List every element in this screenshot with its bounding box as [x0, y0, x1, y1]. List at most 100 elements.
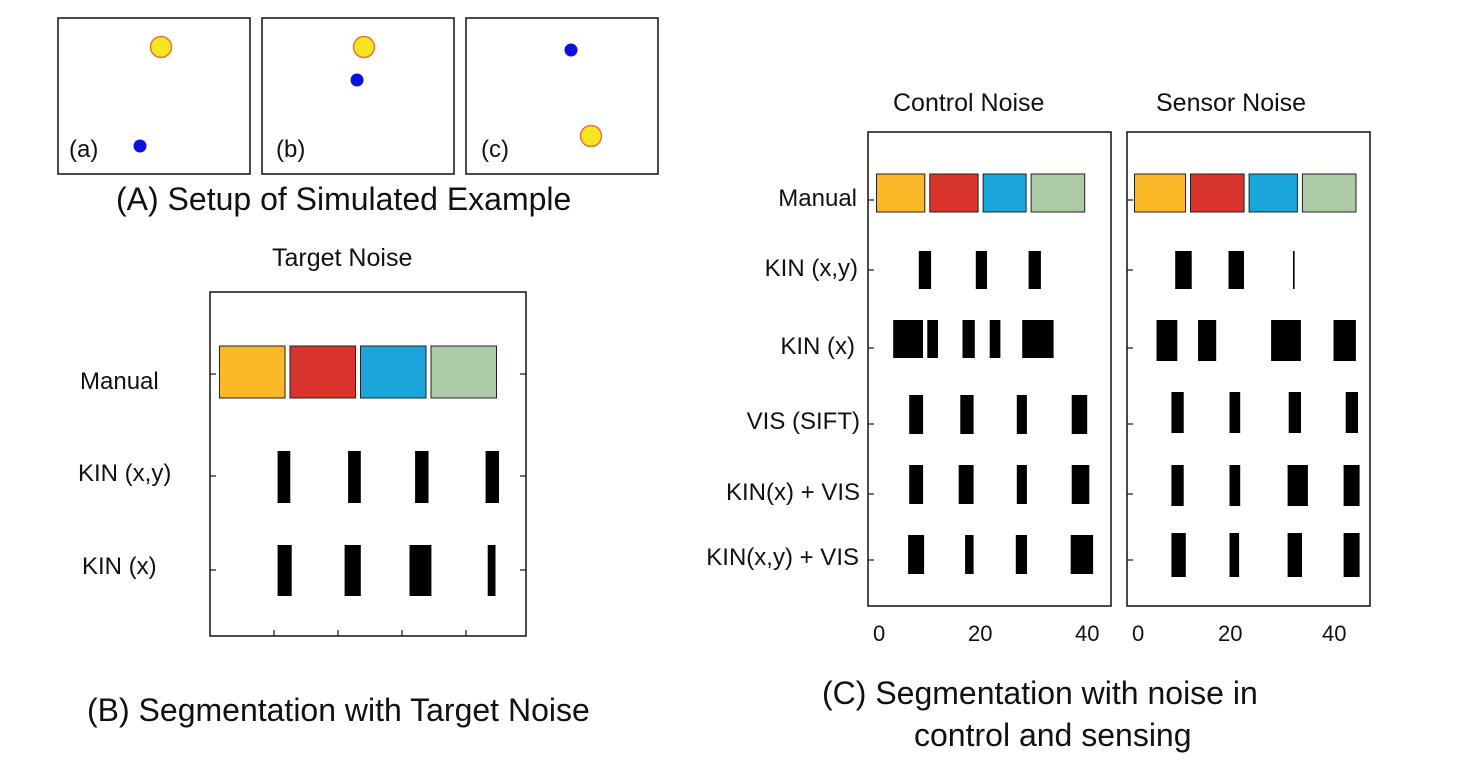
segment-1-manual-2	[982, 173, 1027, 213]
panel-c-row-label-manual: Manual	[778, 185, 857, 212]
segment-1-kin-x-y-vis-2	[1015, 535, 1027, 574]
segment-0-kin-x--0	[277, 545, 292, 596]
panel-b-row-label-manual: Manual	[80, 368, 159, 395]
segment-2-manual-2	[1248, 173, 1298, 213]
segment-1-kin-x-y-vis-0	[908, 535, 925, 574]
segment-2-kin-x-y--1	[1228, 251, 1244, 289]
panel-c-ticks	[868, 199, 1133, 561]
segment-1-kin-x-vis-3	[1071, 465, 1090, 504]
panel-c-row-label-kinxy-vis: KIN(x,y) + VIS	[706, 544, 859, 571]
segment-1-kin-x--0	[893, 320, 923, 358]
segment-1-manual-1	[929, 173, 979, 213]
segment-1-kin-x-y-vis-1	[965, 535, 974, 574]
xtick-sensor-20: 20	[1218, 621, 1243, 646]
segment-1-manual-3	[1030, 173, 1086, 213]
segment-2-kin-x--2	[1271, 320, 1301, 361]
segment-2-kin-x--1	[1198, 320, 1217, 361]
agent-marker-a	[133, 139, 147, 153]
segment-0-manual-1	[289, 345, 356, 399]
target-marker-c	[579, 124, 603, 148]
panel-b-title: Target Noise	[272, 244, 413, 272]
segment-1-kin-x--4	[1022, 320, 1054, 358]
panel-c-caption-line2: control and sensing	[914, 717, 1192, 753]
agent-marker-c	[564, 43, 578, 57]
segment-2-vis-sift--3	[1345, 392, 1358, 433]
frame-b	[261, 17, 455, 175]
frame-label-c: (c)	[481, 136, 509, 163]
xtick-control-0: 0	[873, 621, 886, 646]
segment-2-kin-x-vis-2	[1287, 465, 1308, 506]
segment-2-kin-x-y-vis-0	[1171, 533, 1186, 577]
frame-label-b: (b)	[276, 136, 306, 163]
segment-0-kin-x--2	[409, 545, 432, 596]
xtick-sensor-0: 0	[1132, 621, 1145, 646]
segment-0-kin-x--1	[344, 545, 361, 596]
panel-c-row-label-kin-x: KIN (x)	[780, 333, 855, 360]
segment-2-kin-x-vis-0	[1171, 465, 1184, 506]
segment-0-manual-2	[360, 345, 427, 399]
segment-0-kin-x-y--3	[485, 451, 499, 503]
panel-a-frames	[57, 17, 659, 175]
panel-b-row-label-kin-xy: KIN (x,y)	[78, 460, 172, 487]
segment-2-kin-x-vis-1	[1229, 465, 1241, 506]
segment-2-kin-x--0	[1156, 320, 1178, 361]
target-marker-a	[149, 35, 173, 59]
segment-2-vis-sift--0	[1171, 392, 1184, 433]
xtick-control-40: 40	[1075, 621, 1100, 646]
panel-c-control-frame	[867, 131, 1112, 607]
target-marker-b	[352, 35, 376, 59]
segment-1-kin-x--2	[962, 320, 975, 358]
segment-2-manual-3	[1301, 173, 1357, 213]
segment-1-kin-x-vis-1	[958, 465, 974, 504]
segment-1-kin-x-y--1	[975, 251, 987, 289]
segment-1-kin-x-vis-2	[1016, 465, 1027, 504]
panel-a-caption: (A) Setup of Simulated Example	[116, 181, 572, 217]
segment-2-kin-x-y--0	[1175, 251, 1192, 289]
agent-marker-b	[350, 73, 364, 87]
panel-c-row-label-vis-sift: VIS (SIFT)	[746, 408, 860, 435]
segment-2-kin-x-vis-3	[1343, 465, 1360, 506]
panel-c-caption-line1: (C) Segmentation with noise in	[822, 675, 1258, 711]
segment-1-kin-x-y--0	[918, 251, 932, 289]
panel-b-frame	[209, 291, 527, 637]
segment-2-manual-0	[1134, 173, 1186, 213]
panel-c-row-label-kinx-vis: KIN(x) + VIS	[725, 479, 860, 506]
segment-2-vis-sift--2	[1288, 392, 1301, 433]
segment-2-kin-x-y-vis-2	[1287, 533, 1302, 577]
frame-a	[57, 17, 251, 175]
segment-0-kin-x-y--1	[348, 451, 361, 503]
panel-b-row-label-kin-x: KIN (x)	[82, 553, 157, 580]
segment-2-kin-x-y-vis-1	[1229, 533, 1240, 577]
segment-1-vis-sift--0	[909, 395, 924, 434]
segment-0-manual-3	[430, 345, 497, 399]
segment-1-kin-x-y--2	[1028, 251, 1041, 289]
segment-1-kin-x--1	[927, 320, 938, 358]
segment-0-manual-0	[219, 345, 286, 399]
panel-c-row-label-kin-xy: KIN (x,y)	[764, 255, 858, 282]
segment-2-kin-x-y-vis-3	[1343, 533, 1360, 577]
panel-b-ticks	[210, 373, 526, 636]
segment-1-kin-x-y-vis-3	[1070, 535, 1094, 574]
xtick-sensor-40: 40	[1322, 621, 1347, 646]
segment-0-kin-x--3	[487, 545, 496, 596]
frame-c	[465, 17, 659, 175]
panel-c-sensor-frame	[1126, 131, 1371, 607]
segment-0-kin-x-y--0	[277, 451, 291, 503]
segment-2-manual-1	[1190, 173, 1245, 213]
segmentation-marks	[219, 173, 1360, 596]
panel-c-title-sensor: Sensor Noise	[1156, 89, 1307, 117]
panel-c-title-control: Control Noise	[893, 89, 1045, 117]
segment-0-kin-x-y--2	[415, 451, 429, 503]
segment-1-vis-sift--3	[1071, 395, 1088, 434]
segment-2-kin-x-y--2	[1293, 251, 1295, 289]
panel-b-caption: (B) Segmentation with Target Noise	[87, 692, 590, 728]
segment-1-kin-x--3	[989, 320, 1001, 358]
xtick-control-20: 20	[968, 621, 993, 646]
segment-2-kin-x--3	[1333, 320, 1356, 361]
segment-1-kin-x-vis-0	[909, 465, 924, 504]
segment-1-vis-sift--2	[1016, 395, 1027, 434]
segment-1-vis-sift--1	[960, 395, 974, 434]
segment-1-manual-0	[876, 173, 926, 213]
segment-2-vis-sift--1	[1229, 392, 1241, 433]
